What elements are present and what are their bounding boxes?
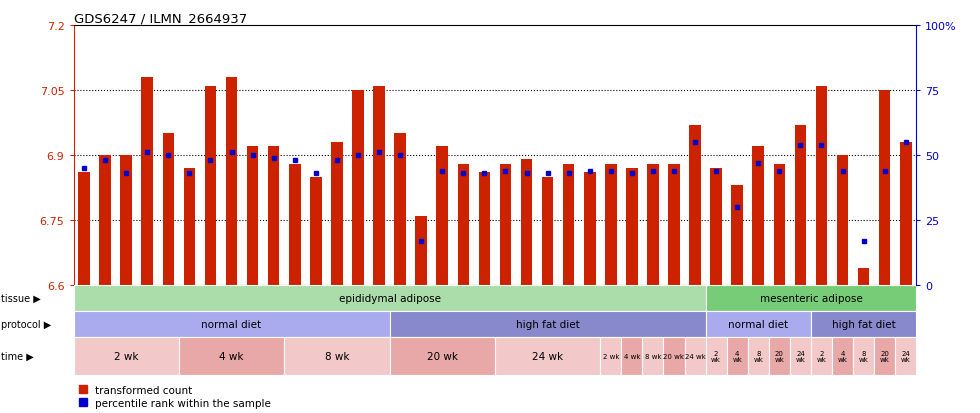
Bar (225, 78, 237, 285)
Text: 2
wk: 2 wk (816, 351, 826, 362)
Bar (352, 91, 364, 285)
Bar (478, 173, 490, 285)
Bar (310, 177, 321, 285)
Bar (600, 337, 621, 375)
Text: high fat diet: high fat diet (832, 319, 896, 329)
Bar (748, 337, 769, 375)
Bar (247, 147, 259, 285)
Bar (78, 173, 90, 285)
Bar (685, 337, 706, 375)
Text: 24
wk: 24 wk (901, 351, 910, 362)
Bar (500, 164, 512, 285)
Bar (858, 268, 869, 285)
Bar (373, 86, 385, 285)
Bar (436, 147, 448, 285)
Bar (563, 164, 574, 285)
Text: 4
wk: 4 wk (732, 351, 742, 362)
Text: 4 wk: 4 wk (623, 353, 640, 359)
Bar (896, 337, 916, 375)
Text: 4 wk: 4 wk (220, 351, 244, 361)
Bar (874, 337, 896, 375)
Text: 2
wk: 2 wk (711, 351, 721, 362)
Text: mesenteric adipose: mesenteric adipose (760, 293, 862, 303)
Text: 8 wk: 8 wk (324, 351, 349, 361)
Bar (647, 164, 659, 285)
Text: time ▶: time ▶ (1, 351, 33, 361)
Bar (689, 126, 701, 285)
Text: 4
wk: 4 wk (838, 351, 848, 362)
Bar (815, 86, 827, 285)
Bar (284, 337, 390, 375)
Bar (74, 311, 390, 337)
Bar (811, 311, 916, 337)
Bar (626, 169, 638, 285)
Bar (584, 173, 596, 285)
Legend: transformed count, percentile rank within the sample: transformed count, percentile rank withi… (78, 385, 271, 408)
Bar (520, 160, 532, 285)
Text: 2 wk: 2 wk (603, 353, 619, 359)
Bar (837, 156, 849, 285)
Bar (121, 156, 132, 285)
Bar (495, 337, 600, 375)
Bar (390, 311, 706, 337)
Bar (731, 186, 743, 285)
Bar (163, 134, 174, 285)
Text: GDS6247 / ILMN_2664937: GDS6247 / ILMN_2664937 (74, 12, 247, 25)
Bar (832, 337, 854, 375)
Text: epididymal adipose: epididymal adipose (338, 293, 441, 303)
Bar (331, 142, 343, 285)
Bar (183, 169, 195, 285)
Bar (854, 337, 874, 375)
Bar (416, 216, 427, 285)
Bar (773, 164, 785, 285)
Text: 2 wk: 2 wk (114, 351, 138, 361)
Text: protocol ▶: protocol ▶ (1, 319, 51, 329)
Text: 24 wk: 24 wk (685, 353, 706, 359)
Bar (753, 147, 764, 285)
Bar (141, 78, 153, 285)
Bar (790, 337, 811, 375)
Bar (394, 134, 406, 285)
Bar (542, 177, 554, 285)
Text: 20 wk: 20 wk (663, 353, 684, 359)
Text: normal diet: normal diet (728, 319, 788, 329)
Bar (706, 311, 811, 337)
Bar (605, 164, 616, 285)
Bar (268, 147, 279, 285)
Text: 20 wk: 20 wk (426, 351, 458, 361)
Bar (663, 337, 685, 375)
Bar (811, 337, 832, 375)
Text: 24
wk: 24 wk (796, 351, 806, 362)
Bar (99, 156, 111, 285)
Text: 8
wk: 8 wk (754, 351, 763, 362)
Bar (74, 285, 706, 311)
Bar (706, 285, 916, 311)
Bar (710, 169, 722, 285)
Bar (900, 142, 911, 285)
Text: 20
wk: 20 wk (774, 351, 784, 362)
Bar (643, 337, 663, 375)
Text: tissue ▶: tissue ▶ (1, 293, 41, 303)
Bar (621, 337, 643, 375)
Text: 24 wk: 24 wk (532, 351, 563, 361)
Text: high fat diet: high fat diet (515, 319, 579, 329)
Bar (390, 337, 495, 375)
Bar (289, 164, 301, 285)
Bar (74, 337, 178, 375)
Bar (458, 164, 469, 285)
Bar (795, 126, 807, 285)
Bar (706, 337, 727, 375)
Text: 8
wk: 8 wk (858, 351, 868, 362)
Bar (178, 337, 284, 375)
Bar (769, 337, 790, 375)
Bar (668, 164, 680, 285)
Bar (205, 86, 217, 285)
Text: normal diet: normal diet (202, 319, 262, 329)
Text: 20
wk: 20 wk (880, 351, 890, 362)
Bar (879, 91, 891, 285)
Bar (727, 337, 748, 375)
Text: 8 wk: 8 wk (645, 353, 662, 359)
